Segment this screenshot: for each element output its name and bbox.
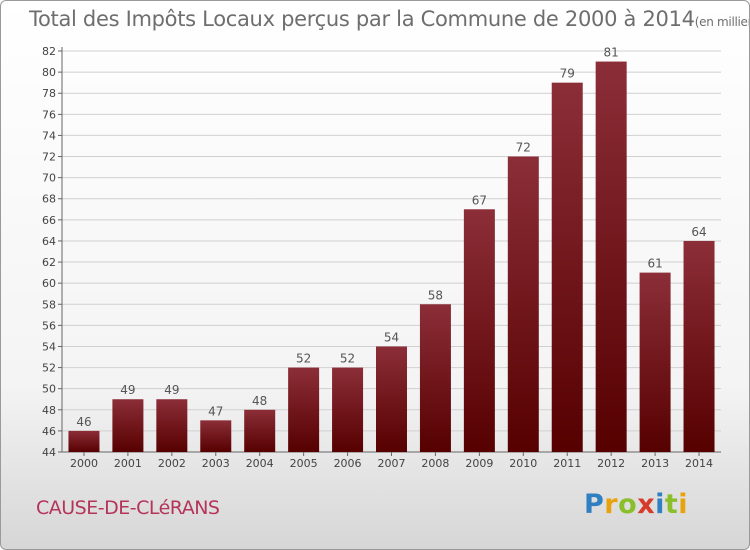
y-tick-label: 58 bbox=[42, 298, 56, 311]
bars bbox=[68, 61, 715, 453]
y-tick-label: 54 bbox=[42, 340, 56, 353]
x-tick-label: 2006 bbox=[334, 457, 362, 470]
bar bbox=[551, 82, 583, 452]
chart-title-text: Total des Impôts Locaux perçus par la Co… bbox=[29, 7, 695, 31]
y-tick-label: 62 bbox=[42, 256, 56, 269]
logo-letter: r bbox=[604, 489, 619, 520]
y-tick-label: 82 bbox=[42, 45, 56, 58]
y-tick-label: 60 bbox=[42, 277, 56, 290]
x-tick-label: 2014 bbox=[685, 457, 713, 470]
data-label: 64 bbox=[691, 225, 706, 239]
x-tick-label: 2011 bbox=[553, 457, 581, 470]
data-label: 47 bbox=[208, 404, 223, 418]
data-label: 49 bbox=[120, 383, 135, 397]
bar bbox=[244, 409, 276, 452]
x-tick-label: 2008 bbox=[421, 457, 449, 470]
x-tick-label: 2002 bbox=[158, 457, 186, 470]
data-label: 54 bbox=[384, 330, 399, 344]
bar bbox=[595, 61, 627, 452]
bar bbox=[156, 399, 188, 452]
data-label: 49 bbox=[164, 383, 179, 397]
y-tick-label: 64 bbox=[42, 235, 56, 248]
logo-letter: i bbox=[655, 489, 665, 520]
data-label: 52 bbox=[296, 352, 311, 366]
x-tick-label: 2012 bbox=[597, 457, 625, 470]
chart-title-unit: (en milliers d'€) bbox=[694, 15, 749, 29]
logo-letter: t bbox=[664, 489, 679, 520]
x-tick-label: 2000 bbox=[70, 457, 98, 470]
bar bbox=[112, 399, 144, 452]
commune-name: CAUSE-DE-CLéRANS bbox=[36, 497, 220, 519]
y-tick-label: 76 bbox=[42, 108, 56, 121]
data-label: 48 bbox=[252, 394, 267, 408]
bar bbox=[507, 156, 539, 453]
y-tick-label: 66 bbox=[42, 214, 56, 227]
y-tick-label: 70 bbox=[42, 172, 56, 185]
y-tick-label: 74 bbox=[42, 129, 56, 142]
bar bbox=[463, 209, 495, 452]
bar bbox=[68, 430, 100, 452]
bar bbox=[683, 240, 715, 452]
y-tick-label: 56 bbox=[42, 319, 56, 332]
chart-title: Total des Impôts Locaux perçus par la Co… bbox=[29, 7, 749, 31]
data-label: 52 bbox=[340, 352, 355, 366]
logo-letter: P bbox=[584, 489, 605, 520]
x-tick-label: 2013 bbox=[641, 457, 669, 470]
x-tick-label: 2001 bbox=[114, 457, 142, 470]
logo-letter: o bbox=[618, 489, 638, 520]
x-tick-label: 2009 bbox=[465, 457, 493, 470]
y-tick-label: 72 bbox=[42, 151, 56, 164]
x-tick-label: 2010 bbox=[509, 457, 537, 470]
data-label: 81 bbox=[604, 46, 619, 60]
data-label: 67 bbox=[472, 193, 487, 207]
data-label: 72 bbox=[516, 141, 531, 155]
y-tick-label: 48 bbox=[42, 404, 56, 417]
bar bbox=[639, 272, 671, 452]
logo-letter: x bbox=[637, 489, 656, 520]
data-labels: 46 49 49 47 48 52 52 54 58 67 72 79 81 61 64 bbox=[76, 46, 706, 429]
proxiti-logo: Proxiti bbox=[584, 489, 688, 520]
x-tick-label: 2005 bbox=[290, 457, 318, 470]
bar bbox=[288, 367, 320, 452]
y-tick-label: 52 bbox=[42, 362, 56, 375]
data-label: 58 bbox=[428, 288, 443, 302]
data-label: 79 bbox=[560, 67, 575, 81]
y-tick-label: 44 bbox=[42, 446, 56, 459]
data-label: 61 bbox=[647, 257, 662, 271]
bar bbox=[419, 304, 451, 452]
bar bbox=[200, 420, 232, 452]
y-tick-label: 50 bbox=[42, 383, 56, 396]
y-tick-label: 80 bbox=[42, 66, 56, 79]
logo-letter: i bbox=[678, 489, 689, 520]
y-tick-label: 78 bbox=[42, 87, 56, 100]
bar bbox=[332, 367, 364, 452]
x-tick-label: 2003 bbox=[202, 457, 230, 470]
x-tick-label: 2004 bbox=[246, 457, 274, 470]
data-label: 46 bbox=[76, 415, 91, 429]
bar bbox=[376, 346, 407, 452]
y-tick-label: 46 bbox=[42, 425, 56, 438]
y-tick-label: 68 bbox=[42, 193, 56, 206]
x-tick-label: 2007 bbox=[378, 457, 406, 470]
